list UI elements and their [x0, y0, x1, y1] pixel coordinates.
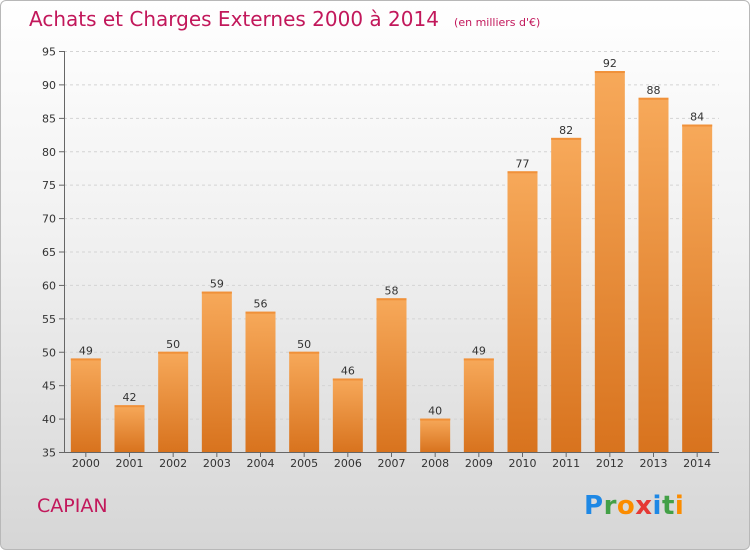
chart-title: Achats et Charges Externes 2000 à 2014 [29, 7, 439, 31]
bar-cap [158, 351, 189, 354]
y-tick-label: 70 [42, 213, 56, 226]
y-tick-label: 45 [42, 380, 56, 393]
logo-letter: r [603, 491, 617, 521]
logo-letter: x [635, 491, 653, 521]
x-tick-label: 2013 [640, 457, 668, 470]
logo-letter: i [652, 491, 662, 521]
data-label: 42 [123, 391, 137, 404]
bar [682, 124, 713, 453]
data-label: 58 [385, 284, 399, 297]
data-label: 84 [690, 111, 704, 124]
bar-cap [114, 405, 145, 408]
data-label: 46 [341, 364, 355, 377]
data-label: 49 [472, 344, 486, 357]
city-name: CAPIAN [37, 495, 108, 517]
y-tick-label: 80 [42, 146, 56, 159]
x-tick-label: 2009 [465, 457, 493, 470]
data-label: 77 [516, 157, 530, 170]
bar [551, 137, 582, 452]
x-tick-label: 2005 [290, 457, 318, 470]
bar [114, 405, 145, 452]
bar-cap [420, 418, 451, 421]
bar [507, 171, 538, 453]
logo-letter: i [674, 491, 685, 521]
x-tick-label: 2007 [378, 457, 406, 470]
bar-cap [594, 71, 625, 74]
bar-cap [682, 124, 713, 127]
y-tick-label: 40 [42, 413, 56, 426]
x-tick-label: 2004 [247, 457, 275, 470]
data-label: 40 [428, 405, 442, 418]
bar [463, 358, 494, 452]
x-tick-label: 2012 [596, 457, 624, 470]
bar-cap [376, 298, 407, 301]
data-label: 59 [210, 278, 224, 291]
x-tick-label: 2006 [334, 457, 362, 470]
x-tick-label: 2008 [421, 457, 449, 470]
logo-letter: t [661, 491, 675, 521]
bar [289, 351, 320, 452]
y-tick-label: 65 [42, 246, 56, 259]
x-tick-label: 2014 [683, 457, 711, 470]
bar [638, 97, 669, 453]
bar-cap [638, 97, 669, 100]
x-tick-label: 2010 [509, 457, 537, 470]
bar-cap [70, 358, 101, 361]
x-tick-label: 2000 [72, 457, 100, 470]
proxiti-logo: Proxiti [584, 491, 684, 521]
title-row: Achats et Charges Externes 2000 à 2014 (… [29, 7, 540, 31]
bar [332, 378, 363, 452]
data-label: 92 [603, 57, 617, 70]
bar-cap [332, 378, 363, 381]
data-label: 49 [79, 344, 93, 357]
x-tick-label: 2001 [116, 457, 144, 470]
x-tick-label: 2003 [203, 457, 231, 470]
logo-letter: o [616, 491, 636, 521]
bar-cap [463, 358, 494, 361]
bar [245, 311, 276, 452]
y-tick-label: 55 [42, 313, 56, 326]
y-tick-label: 35 [42, 447, 56, 460]
bar-cap [507, 171, 538, 174]
bar [70, 358, 101, 452]
data-label: 50 [166, 338, 180, 351]
y-tick-label: 85 [42, 112, 56, 125]
y-tick-label: 95 [42, 46, 56, 59]
y-tick-label: 90 [42, 79, 56, 92]
bars [70, 71, 713, 453]
data-label: 82 [559, 124, 573, 137]
bar-cap [245, 311, 276, 314]
bar [201, 291, 232, 452]
y-tick-label: 50 [42, 346, 56, 359]
bar [158, 351, 189, 452]
bar-cap [289, 351, 320, 354]
bar [594, 71, 625, 453]
chart-subtitle: (en milliers d'€) [454, 16, 541, 29]
x-tick-label: 2011 [552, 457, 580, 470]
axes [59, 51, 719, 457]
data-label: 88 [647, 84, 661, 97]
x-tick-label: 2002 [159, 457, 187, 470]
bar [420, 418, 451, 452]
data-label: 50 [297, 338, 311, 351]
bar [376, 298, 407, 452]
y-tick-label: 75 [42, 179, 56, 192]
bar-cap [201, 291, 232, 294]
y-tick-label: 60 [42, 279, 56, 292]
bar-cap [551, 137, 582, 140]
data-label: 56 [254, 298, 268, 311]
labels: 35 40 45 50 55 60 65 70 75 80 85 90 95 49 2000 42 2001 50… [42, 46, 711, 471]
logo-letter: P [584, 491, 604, 521]
